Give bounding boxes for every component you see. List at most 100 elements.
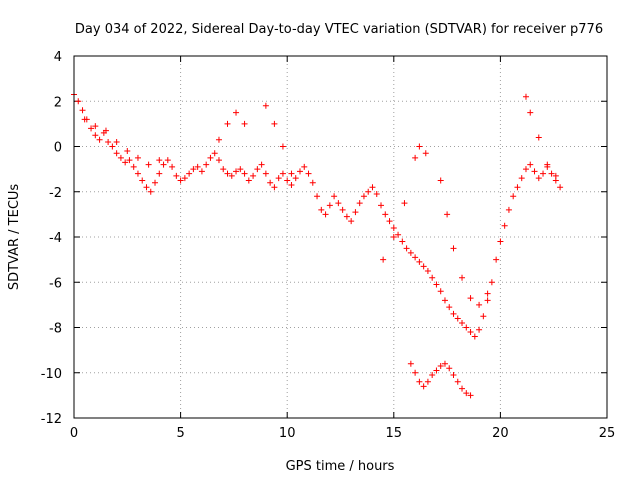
y-axis-label: SDTVAR / TECUs <box>7 184 22 291</box>
data-point <box>279 143 286 150</box>
data-point <box>386 218 393 225</box>
data-point <box>471 333 478 340</box>
data-point <box>459 385 466 392</box>
data-point <box>105 138 112 145</box>
data-point <box>505 206 512 213</box>
data-point <box>424 378 431 385</box>
data-point <box>122 159 129 166</box>
y-tick-label: -2 <box>49 186 62 201</box>
data-point <box>169 163 176 170</box>
data-point <box>401 200 408 207</box>
data-point <box>522 93 529 100</box>
x-tick-label: 10 <box>279 426 296 441</box>
y-tick-label: -6 <box>49 276 62 291</box>
data-point <box>241 120 248 127</box>
data-point <box>292 175 299 182</box>
data-point <box>416 143 423 150</box>
data-point <box>390 224 397 231</box>
data-point <box>309 179 316 186</box>
data-point <box>92 132 99 139</box>
data-point <box>254 166 261 173</box>
data-point <box>215 136 222 143</box>
data-point <box>424 267 431 274</box>
data-point <box>160 161 167 168</box>
data-point <box>527 161 534 168</box>
data-point <box>450 310 457 317</box>
data-point <box>124 148 131 155</box>
data-point <box>228 172 235 179</box>
data-point <box>501 222 508 229</box>
data-point <box>365 188 372 195</box>
chart-title: Day 034 of 2022, Sidereal Day-to-day VTE… <box>75 22 603 37</box>
data-point <box>109 143 116 150</box>
data-point <box>220 166 227 173</box>
data-point <box>544 161 551 168</box>
data-point <box>186 170 193 177</box>
data-point <box>441 297 448 304</box>
data-point <box>245 177 252 184</box>
data-point <box>326 202 333 209</box>
data-point <box>407 249 414 256</box>
data-point <box>279 170 286 177</box>
data-point <box>416 378 423 385</box>
data-point <box>348 218 355 225</box>
data-point <box>552 172 559 179</box>
data-point <box>352 209 359 216</box>
data-point <box>454 315 461 322</box>
data-point <box>164 157 171 164</box>
data-point <box>454 378 461 385</box>
data-point <box>271 184 278 191</box>
data-point <box>399 238 406 245</box>
data-point <box>194 163 201 170</box>
data-point <box>233 168 240 175</box>
data-point <box>407 360 414 367</box>
data-point <box>250 172 257 179</box>
data-point <box>360 193 367 200</box>
data-point <box>535 134 542 141</box>
data-point <box>510 193 517 200</box>
data-point <box>147 188 154 195</box>
plot-frame <box>73 55 608 419</box>
data-point <box>156 157 163 164</box>
data-point <box>459 274 466 281</box>
data-points <box>71 91 564 399</box>
data-point <box>211 150 218 157</box>
data-point <box>433 281 440 288</box>
data-point <box>156 170 163 177</box>
data-point <box>301 163 308 170</box>
data-point <box>467 329 474 336</box>
data-point <box>395 231 402 238</box>
data-point <box>190 166 197 173</box>
data-point <box>437 288 444 295</box>
data-point <box>369 184 376 191</box>
x-tick-labels: 0 5 10 15 20 25 <box>70 426 615 441</box>
data-point <box>203 161 210 168</box>
data-point <box>173 172 180 179</box>
data-point <box>284 177 291 184</box>
data-point <box>484 297 491 304</box>
data-point <box>233 109 240 116</box>
data-point <box>331 193 338 200</box>
data-point <box>275 175 282 182</box>
data-point <box>437 177 444 184</box>
data-point <box>514 184 521 191</box>
data-point <box>88 125 95 132</box>
data-point <box>318 206 325 213</box>
data-point <box>126 157 133 164</box>
data-point <box>497 238 504 245</box>
data-point <box>463 390 470 397</box>
data-point <box>548 170 555 177</box>
data-point <box>339 206 346 213</box>
y-tick-label: 4 <box>54 50 62 65</box>
y-tick-label: -8 <box>49 322 62 337</box>
data-point <box>75 98 82 105</box>
data-point <box>450 245 457 252</box>
data-point <box>437 362 444 369</box>
y-tick-label: 0 <box>54 141 62 156</box>
x-axis-label: GPS time / hours <box>286 459 395 474</box>
data-point <box>145 161 152 168</box>
data-point <box>181 175 188 182</box>
data-point <box>459 319 466 326</box>
data-point <box>450 372 457 379</box>
